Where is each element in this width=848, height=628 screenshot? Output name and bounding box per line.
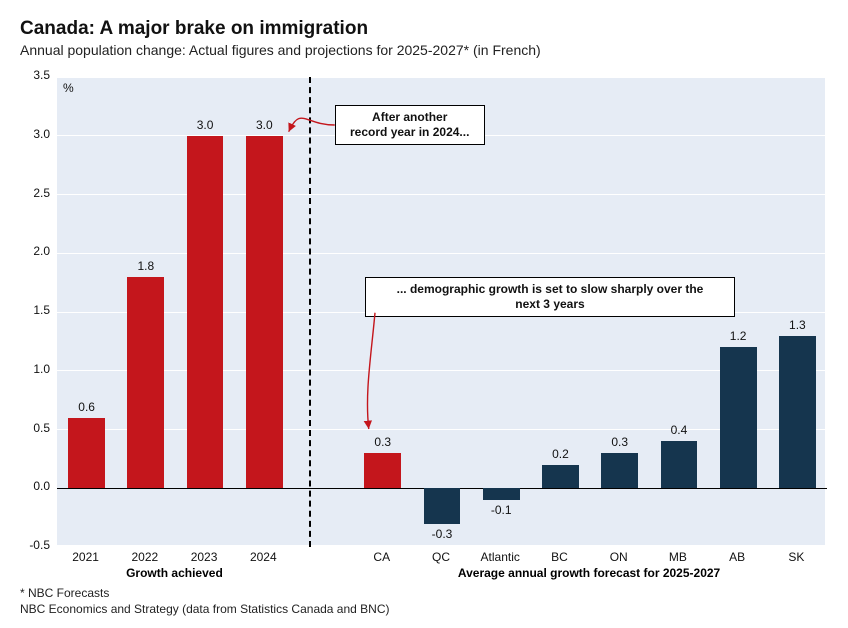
chart-subtitle: Annual population change: Actual figures… bbox=[20, 42, 828, 58]
section-label-right: Average annual growth forecast for 2025-… bbox=[409, 566, 769, 580]
grid-line bbox=[57, 370, 827, 371]
y-tick-label: 3.0 bbox=[16, 127, 50, 141]
y-unit: % bbox=[63, 81, 74, 95]
y-tick-label: 0.0 bbox=[16, 479, 50, 493]
bar bbox=[127, 277, 164, 489]
bar-value-label: 1.8 bbox=[123, 259, 169, 273]
bar-value-label: 1.3 bbox=[774, 318, 820, 332]
x-tick-label: 2024 bbox=[228, 550, 298, 564]
y-tick-label: 1.5 bbox=[16, 303, 50, 317]
grid-line bbox=[57, 253, 827, 254]
y-tick-label: 2.5 bbox=[16, 186, 50, 200]
x-tick-label: SK bbox=[761, 550, 831, 564]
bar-value-label: 1.2 bbox=[715, 329, 761, 343]
footnote-source: NBC Economics and Strategy (data from St… bbox=[20, 602, 390, 616]
bar bbox=[720, 347, 757, 488]
bar-value-label: 0.6 bbox=[64, 400, 110, 414]
grid-line bbox=[57, 194, 827, 195]
chart-title: Canada: A major brake on immigration bbox=[20, 18, 828, 40]
bar bbox=[187, 136, 224, 489]
grid-line bbox=[57, 429, 827, 430]
bar bbox=[246, 136, 283, 489]
section-divider bbox=[309, 77, 311, 547]
bar-value-label: -0.1 bbox=[478, 503, 524, 517]
bar bbox=[661, 441, 698, 488]
bar bbox=[68, 418, 105, 489]
y-tick-label: 2.0 bbox=[16, 244, 50, 258]
bar bbox=[364, 453, 401, 488]
bar-value-label: 0.3 bbox=[597, 435, 643, 449]
y-tick-label: 0.5 bbox=[16, 421, 50, 435]
bar bbox=[542, 465, 579, 489]
bar bbox=[779, 336, 816, 489]
callout-record-year: After anotherrecord year in 2024... bbox=[335, 105, 485, 145]
footnote-forecasts: * NBC Forecasts bbox=[20, 586, 109, 600]
grid-line bbox=[57, 547, 827, 548]
bar bbox=[424, 488, 461, 523]
callout-slowdown: ... demographic growth is set to slow sh… bbox=[365, 277, 735, 317]
bar-value-label: 3.0 bbox=[241, 118, 287, 132]
grid-line bbox=[57, 77, 827, 78]
bar-value-label: 0.3 bbox=[360, 435, 406, 449]
bar-value-label: 0.2 bbox=[537, 447, 583, 461]
y-tick-label: 1.0 bbox=[16, 362, 50, 376]
bar-value-label: 0.4 bbox=[656, 423, 702, 437]
section-label-left: Growth achieved bbox=[94, 566, 254, 580]
bar bbox=[483, 488, 520, 500]
bar-value-label: -0.3 bbox=[419, 527, 465, 541]
plot-area: % 0.6 1.8 3.0 3.0 0.3 -0.3 -0.1 0.2 0.3 0.4 1.2 1.3 A… bbox=[56, 76, 826, 546]
y-tick-label: -0.5 bbox=[16, 538, 50, 552]
bar bbox=[601, 453, 638, 488]
bar-value-label: 3.0 bbox=[182, 118, 228, 132]
y-tick-label: 3.5 bbox=[16, 68, 50, 82]
